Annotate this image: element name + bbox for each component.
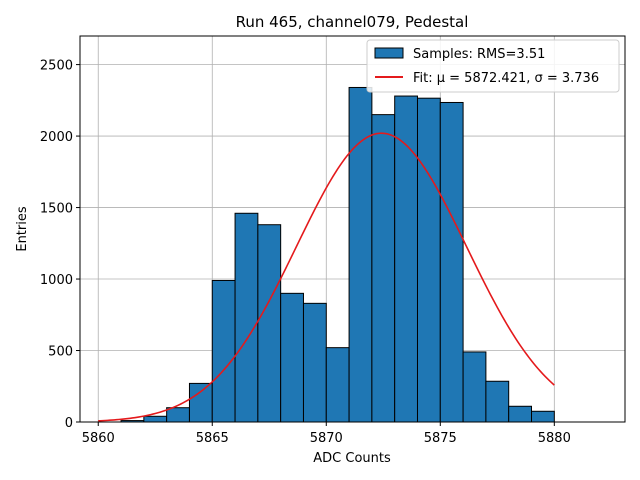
histogram-bar xyxy=(371,114,396,423)
histogram-bar xyxy=(211,279,236,423)
x-axis-title: ADC Counts xyxy=(313,451,391,466)
x-tick-label: 5875 xyxy=(424,431,457,446)
histogram-bar xyxy=(416,97,441,423)
histogram-bar xyxy=(325,347,350,423)
y-tick-label: 500 xyxy=(48,345,73,360)
y-axis-title: Entries xyxy=(15,206,30,252)
x-tick-label: 5865 xyxy=(196,431,229,446)
y-tick-label: 1500 xyxy=(40,202,73,217)
legend: Samples: RMS=3.51 Fit: μ = 5872.421, σ =… xyxy=(366,39,620,93)
histogram-bar xyxy=(257,224,282,423)
histogram-bar xyxy=(143,415,168,423)
histogram-bar xyxy=(508,405,533,423)
histogram-bar xyxy=(485,380,510,423)
x-tick-label: 5870 xyxy=(310,431,343,446)
legend-swatch-samples xyxy=(374,47,404,59)
histogram-bars xyxy=(120,86,555,423)
x-tick-label: 5860 xyxy=(82,431,115,446)
histogram-bar xyxy=(234,212,259,423)
chart-title: Run 465, channel079, Pedestal xyxy=(236,13,469,31)
x-tick-label: 5880 xyxy=(538,431,571,446)
fit-curve xyxy=(98,132,555,422)
y-axis: 0 500 1000 1500 2000 2500 xyxy=(40,59,80,431)
histogram-bar xyxy=(188,382,213,423)
plot-frame xyxy=(79,35,626,423)
x-axis: 5860 5865 5870 5875 5880 xyxy=(82,422,571,446)
y-tick-label: 0 xyxy=(65,416,73,431)
legend-label-fit: Fit: μ = 5872.421, σ = 3.736 xyxy=(413,71,599,86)
fit-curve-group xyxy=(98,132,555,422)
histogram-bar xyxy=(439,101,464,423)
histogram-bar xyxy=(348,86,373,423)
histogram-bar xyxy=(302,302,327,423)
histogram-bar xyxy=(462,351,487,423)
y-tick-label: 2500 xyxy=(40,59,73,74)
y-tick-label: 2000 xyxy=(40,130,73,145)
histogram-bar xyxy=(280,292,304,423)
legend-label-samples: Samples: RMS=3.51 xyxy=(413,47,545,62)
histogram-bar xyxy=(166,407,190,423)
histogram-bar xyxy=(531,410,555,423)
legend-box xyxy=(366,39,620,93)
y-tick-label: 1000 xyxy=(40,273,73,288)
